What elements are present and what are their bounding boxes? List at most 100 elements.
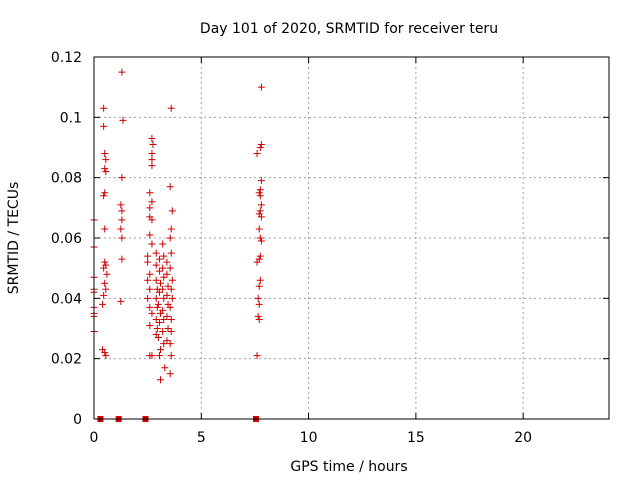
data-point bbox=[157, 279, 165, 287]
data-point bbox=[255, 300, 263, 308]
x-tick-label: 5 bbox=[197, 430, 206, 446]
data-point bbox=[256, 252, 264, 260]
data-point bbox=[155, 352, 163, 360]
data-point bbox=[102, 352, 110, 360]
data-point bbox=[257, 213, 265, 221]
data-point bbox=[167, 285, 175, 293]
data-point bbox=[101, 258, 109, 266]
data-point bbox=[168, 276, 176, 284]
data-point bbox=[167, 328, 175, 336]
y-tick-label: 0.12 bbox=[51, 50, 82, 66]
y-tick-label: 0.1 bbox=[60, 110, 82, 126]
plot-frame bbox=[93, 56, 610, 420]
data-point bbox=[100, 104, 108, 112]
data-point bbox=[154, 334, 162, 342]
data-point bbox=[146, 303, 154, 311]
x-tick-label: 0 bbox=[90, 430, 99, 446]
data-point bbox=[167, 352, 175, 360]
data-point bbox=[154, 300, 162, 308]
data-point bbox=[146, 321, 154, 329]
data-point bbox=[168, 207, 176, 215]
data-point bbox=[148, 134, 156, 142]
data-point bbox=[257, 237, 265, 245]
data-point bbox=[254, 312, 262, 320]
data-point bbox=[256, 186, 264, 194]
data-point bbox=[155, 267, 163, 275]
data-point bbox=[256, 207, 264, 215]
data-point bbox=[117, 297, 125, 305]
data-point bbox=[256, 192, 264, 200]
data-point bbox=[160, 340, 168, 348]
data-point bbox=[144, 252, 152, 260]
data-point bbox=[100, 122, 108, 130]
data-point bbox=[163, 337, 171, 345]
data-point bbox=[159, 264, 167, 272]
y-tick-label: 0.08 bbox=[51, 171, 82, 187]
data-point bbox=[163, 291, 171, 299]
data-point bbox=[159, 328, 167, 336]
data-point bbox=[148, 216, 156, 224]
data-point bbox=[146, 204, 154, 212]
data-point bbox=[119, 116, 127, 124]
data-point bbox=[149, 140, 157, 148]
y-tick-label: 0.06 bbox=[51, 231, 82, 247]
data-point bbox=[255, 315, 263, 323]
data-point bbox=[103, 270, 111, 278]
data-point bbox=[117, 225, 125, 233]
data-point bbox=[152, 294, 160, 302]
data-point bbox=[99, 300, 107, 308]
data-point bbox=[160, 252, 168, 260]
data-point bbox=[159, 285, 167, 293]
x-axis-label: GPS time / hours bbox=[290, 459, 407, 475]
y-tick-label: 0 bbox=[73, 412, 82, 428]
data-point bbox=[148, 198, 156, 206]
data-point bbox=[160, 294, 168, 302]
data-point bbox=[166, 183, 174, 191]
data-point bbox=[117, 201, 125, 209]
y-axis-label: SRMTID / TECUs bbox=[6, 182, 22, 295]
data-point bbox=[152, 249, 160, 257]
data-point bbox=[118, 216, 126, 224]
data-point bbox=[167, 225, 175, 233]
data-point bbox=[157, 376, 165, 384]
data-point bbox=[160, 273, 168, 281]
data-point bbox=[166, 340, 174, 348]
data-point bbox=[164, 282, 172, 290]
axis-ticks: 0 5 10 15 20 0 0.02 0.04 0.06 0.08 0.1 0.12 bbox=[51, 50, 609, 446]
grid-lines bbox=[94, 57, 609, 419]
data-point bbox=[255, 282, 263, 290]
data-point bbox=[118, 174, 126, 182]
y-tick-label: 0.02 bbox=[51, 352, 82, 368]
data-point bbox=[157, 346, 165, 354]
data-point bbox=[159, 306, 167, 314]
data-point bbox=[102, 156, 110, 164]
data-point bbox=[118, 234, 126, 242]
data-point bbox=[155, 318, 163, 326]
data-point bbox=[255, 189, 263, 197]
data-point bbox=[148, 240, 156, 248]
data-point bbox=[166, 370, 174, 378]
data-point bbox=[256, 276, 264, 284]
data-point bbox=[146, 352, 154, 360]
data-point bbox=[257, 83, 265, 91]
data-point bbox=[153, 303, 161, 311]
x-tick-label: 10 bbox=[300, 430, 318, 446]
data-point bbox=[161, 364, 169, 372]
data-point bbox=[101, 150, 109, 158]
data-point bbox=[160, 315, 168, 323]
data-point bbox=[144, 258, 152, 266]
data-point bbox=[167, 104, 175, 112]
data-point bbox=[155, 255, 163, 263]
data-point bbox=[257, 140, 265, 148]
data-point bbox=[118, 207, 126, 215]
data-point bbox=[118, 255, 126, 263]
data-point bbox=[101, 349, 109, 357]
data-point bbox=[255, 225, 263, 233]
data-point bbox=[166, 303, 174, 311]
data-point bbox=[101, 279, 109, 287]
data-point bbox=[152, 315, 160, 323]
data-point bbox=[155, 288, 163, 296]
x-tick-label: 20 bbox=[514, 430, 532, 446]
data-points bbox=[90, 68, 265, 422]
